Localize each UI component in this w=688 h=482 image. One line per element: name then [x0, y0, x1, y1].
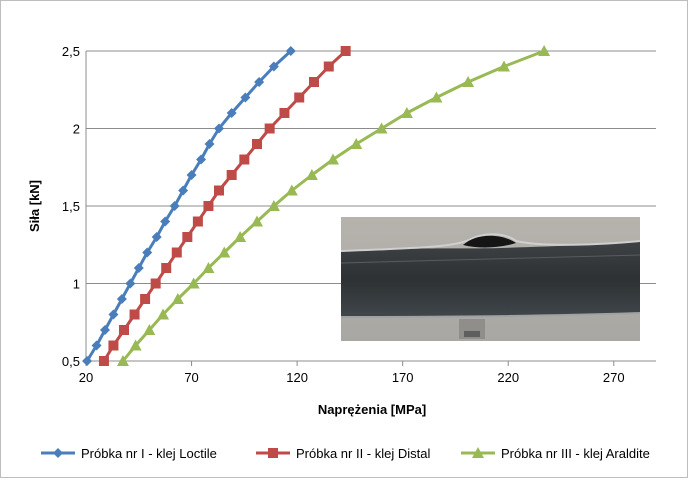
y-axis-title: Siła [kN] [27, 180, 42, 232]
data-point-triangle [157, 308, 170, 320]
data-point-square [119, 325, 129, 335]
data-point-diamond [82, 356, 93, 366]
data-point-triangle [116, 355, 129, 366]
data-point-triangle [267, 200, 280, 211]
data-point-triangle [430, 91, 443, 103]
data-point-diamond [100, 325, 110, 335]
specimen-photo [340, 217, 641, 341]
data-point-triangle [285, 184, 298, 196]
data-point-triangle [462, 76, 475, 87]
data-point-diamond [108, 309, 119, 320]
data-point-diamond [186, 170, 197, 180]
data-point-triangle [400, 107, 413, 118]
data-point-triangle [498, 60, 510, 72]
data-point-diamond [151, 232, 162, 242]
data-point-triangle [129, 339, 142, 351]
data-point-triangle [538, 45, 551, 56]
data-point-square [252, 139, 262, 149]
data-point-diamond [116, 294, 127, 304]
x-tick-labels: 20 70 120 170 220 270 [79, 370, 625, 385]
data-point-square [182, 232, 193, 242]
data-point-diamond [226, 108, 237, 118]
data-point-diamond [178, 185, 189, 196]
data-point-square [192, 216, 203, 227]
data-point-square [161, 263, 172, 273]
x-tick-label: 70 [184, 370, 198, 385]
data-point-square [171, 247, 182, 258]
data-point-square [203, 201, 214, 211]
data-point-diamond [133, 263, 144, 273]
data-point-triangle [143, 324, 156, 335]
y-tick-label: 0,5 [62, 354, 80, 369]
data-point-diamond [204, 139, 215, 149]
data-point-square [140, 294, 151, 304]
series-3 [116, 45, 551, 366]
data-point-triangle [251, 215, 263, 227]
data-point-diamond [240, 92, 251, 103]
data-point-square [279, 108, 290, 118]
legend-entry-1: Próbka nr I - klej Loctile [41, 446, 217, 461]
data-point-diamond [125, 278, 136, 289]
legend-entry-3: Próbka nr III - klej Araldite [461, 446, 650, 461]
data-point-diamond [254, 77, 265, 87]
y-tick-label: 2 [73, 122, 80, 137]
legend-label: Próbka nr I - klej Loctile [81, 446, 217, 461]
legend-label: Próbka nr II - klej Distal [296, 446, 430, 461]
data-point-square [150, 278, 161, 289]
x-tick-label: 220 [497, 370, 519, 385]
data-point-diamond [53, 448, 63, 458]
data-point-square [294, 92, 305, 103]
x-tick-label: 170 [392, 370, 414, 385]
data-point-square [239, 154, 250, 165]
data-point-square [268, 448, 278, 458]
data-point-diamond [169, 201, 180, 211]
data-point-triangle [305, 169, 318, 180]
legend-label: Próbka nr III - klej Araldite [501, 446, 650, 461]
y-tick-label: 1 [73, 277, 80, 292]
axes [85, 51, 656, 366]
series-2 [98, 46, 351, 366]
data-point-square [340, 46, 351, 56]
data-point-diamond [214, 123, 224, 134]
data-point-triangle [375, 122, 388, 134]
data-point-square [323, 61, 334, 72]
data-point-diamond [196, 154, 207, 165]
data-point-triangle [234, 231, 247, 242]
data-point-diamond [268, 61, 279, 72]
legend-entry-2: Próbka nr II - klej Distal [256, 446, 430, 461]
data-point-triangle [327, 153, 339, 165]
data-point-triangle [472, 447, 484, 458]
x-tick-label: 20 [79, 370, 93, 385]
data-series [82, 45, 551, 366]
data-point-square [214, 185, 224, 196]
data-point-square [108, 340, 119, 351]
data-point-square [264, 123, 275, 134]
data-point-triangle [202, 262, 215, 273]
data-point-square [309, 77, 319, 87]
data-point-triangle [187, 277, 200, 289]
x-tick-label: 120 [286, 370, 308, 385]
data-point-square [226, 170, 237, 180]
legend: Próbka nr I - klej Loctile Próbka nr II -… [41, 446, 650, 461]
y-tick-label: 2,5 [62, 44, 80, 59]
data-point-square [129, 309, 140, 320]
y-tick-labels: 0,5 1 1,5 2 2,5 [62, 44, 80, 369]
data-point-diamond [142, 247, 153, 258]
x-axis-title: Naprężenia [MPa] [318, 402, 426, 417]
data-point-triangle [171, 293, 184, 304]
data-point-triangle [218, 246, 231, 258]
data-point-diamond [160, 216, 171, 227]
series-1 [82, 46, 296, 366]
x-tick-label: 270 [603, 370, 625, 385]
y-tick-label: 1,5 [62, 199, 80, 214]
data-point-square [98, 356, 109, 366]
data-point-triangle [350, 138, 363, 149]
data-point-diamond [91, 340, 102, 351]
data-point-diamond [285, 46, 296, 56]
